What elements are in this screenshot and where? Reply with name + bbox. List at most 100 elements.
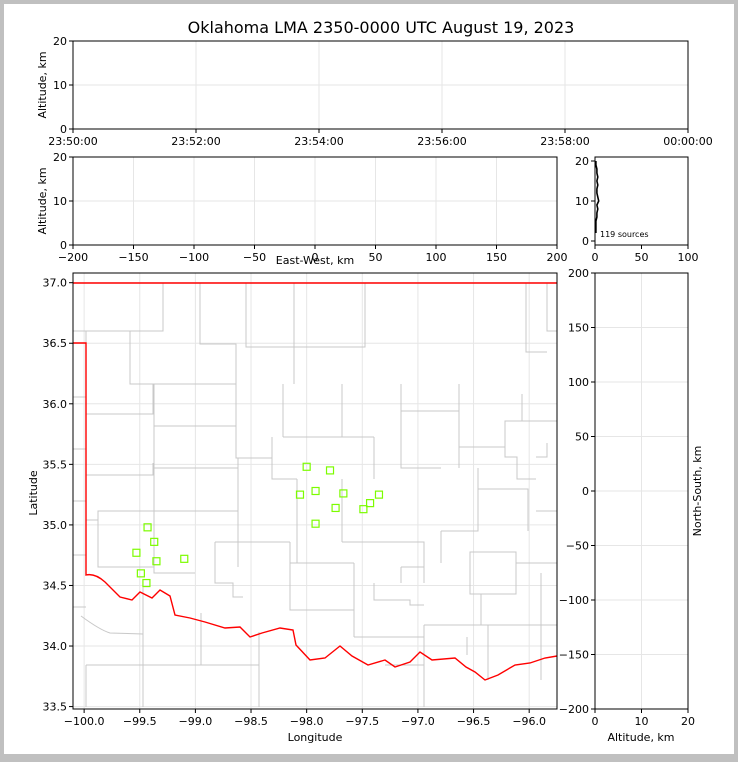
plan-view-panel: −100.0 −99.5 −99.0 −98.5 −98.0 −97.5 −97.0 −96.… <box>27 272 558 744</box>
east-west-x-tick-label: 50 <box>369 251 383 264</box>
longitude-tick-label: −97.5 <box>345 715 379 728</box>
latitude-tick-label: 35.5 <box>43 458 68 471</box>
lightning-source-marker <box>142 578 151 588</box>
time-axis-tick-label: 00:00:00 <box>663 135 712 148</box>
time-axis-tick-label: 23:54:00 <box>294 135 343 148</box>
east-west-x-tick-label: 100 <box>426 251 447 264</box>
latitude-tick-label: 36.0 <box>43 398 68 411</box>
east-west-y-tick-label: 0 <box>60 239 67 252</box>
state-border <box>73 282 558 681</box>
histogram-x-tick-label: 0 <box>592 251 599 264</box>
plan-view-xlabel: Longitude <box>288 731 343 744</box>
east-west-altitude-x-ticks: −200 −150 −100 −50 0 50 100 150 200 <box>58 245 568 264</box>
lightning-source-marker <box>152 557 161 566</box>
east-west-altitude-y-ticks: 0 10 20 <box>53 151 73 252</box>
east-west-x-tick-label: −200 <box>58 251 88 264</box>
time-altitude-ylabel: Altitude, km <box>36 51 49 118</box>
east-west-x-tick-label: −100 <box>179 251 209 264</box>
north-south-y-tick-label: −200 <box>559 703 589 716</box>
time-axis-tick-label: 23:52:00 <box>171 135 220 148</box>
east-west-ylabel: Altitude, km <box>36 167 49 234</box>
north-south-y-tick-label: 200 <box>568 267 589 280</box>
source-count-label: 119 sources <box>600 230 649 239</box>
histogram-series <box>595 161 600 233</box>
latitude-tick-label: 33.5 <box>43 701 68 714</box>
plan-view-x-ticks: −100.0 −99.5 −99.0 −98.5 −98.0 −97.5 −97.0 −96.… <box>64 709 546 728</box>
lightning-source-marker <box>311 486 320 496</box>
time-axis-tick-label: 23:56:00 <box>417 135 466 148</box>
time-altitude-y-tick-label: 20 <box>53 35 67 48</box>
longitude-tick-label: −98.5 <box>234 715 268 728</box>
lightning-source-marker <box>136 569 145 578</box>
latitude-tick-label: 37.0 <box>43 277 68 290</box>
histogram-x-tick-label: 100 <box>678 251 699 264</box>
lightning-source-marker <box>325 466 335 475</box>
north-south-y-tick-label: 150 <box>568 322 589 335</box>
north-south-y-tick-label: −150 <box>559 649 589 662</box>
longitude-tick-label: −96.5 <box>457 715 491 728</box>
east-west-xlabel: East-West, km <box>276 254 354 267</box>
east-west-x-tick-label: −150 <box>118 251 148 264</box>
lightning-source-marker <box>143 523 152 532</box>
time-altitude-x-ticks: 23:50:00 23:52:00 23:54:00 23:56:00 23:58:00… <box>48 129 713 148</box>
east-west-x-tick-label: 150 <box>486 251 507 264</box>
latitude-tick-label: 34.5 <box>43 579 68 592</box>
longitude-tick-label: −99.5 <box>123 715 157 728</box>
lightning-source-marker <box>295 490 305 499</box>
histogram-y-tick-label: 20 <box>575 155 589 168</box>
east-west-x-tick-label: 200 <box>547 251 568 264</box>
lightning-source-marker <box>132 548 141 557</box>
lightning-source-marker <box>331 503 340 513</box>
north-south-y-tick-label: −100 <box>559 594 589 607</box>
time-altitude-panel: 23:50:00 23:52:00 23:54:00 23:56:00 23:58:00… <box>36 35 713 148</box>
north-south-x-tick-label: 20 <box>681 715 695 728</box>
county-lines <box>73 283 557 707</box>
altitude-histogram-panel: 0 50 100 0 10 20 119 sources <box>575 155 699 264</box>
east-west-x-tick-label: −50 <box>243 251 266 264</box>
longitude-tick-label: −99.0 <box>179 715 213 728</box>
lightning-source-marker <box>339 489 348 498</box>
north-south-x-tick-label: 0 <box>592 715 599 728</box>
altitude-histogram-x-ticks: 0 50 100 <box>592 245 699 264</box>
east-west-altitude-panel: −200 −150 −100 −50 0 50 100 150 200 0 10 20 East-W… <box>36 151 568 267</box>
longitude-tick-label: −100.0 <box>64 715 105 728</box>
altitude-histogram-y-ticks: 0 10 20 <box>575 155 595 248</box>
plan-view-axes-frame <box>72 272 558 710</box>
time-altitude-y-ticks: 0 10 20 <box>53 35 73 136</box>
north-south-x-tick-label: 10 <box>635 715 649 728</box>
lightning-source-marker <box>359 505 368 514</box>
plan-view-y-ticks: 33.5 34.0 34.5 35.0 35.5 36.0 36.5 37.0 <box>43 277 73 714</box>
north-south-ylabel: North-South, km <box>691 446 704 537</box>
lightning-source-marker <box>180 554 189 563</box>
longitude-tick-label: −98.0 <box>290 715 324 728</box>
longitude-tick-label: −96.0 <box>512 715 546 728</box>
histogram-y-tick-label: 0 <box>582 235 589 248</box>
histogram-x-tick-label: 50 <box>635 251 649 264</box>
east-west-y-tick-label: 20 <box>53 151 67 164</box>
lightning-source-marker <box>311 519 320 528</box>
time-altitude-y-tick-label: 10 <box>53 79 67 92</box>
latitude-tick-label: 36.5 <box>43 337 68 350</box>
latitude-tick-label: 35.0 <box>43 519 68 532</box>
north-south-y-tick-label: 100 <box>568 376 589 389</box>
lightning-source-marker <box>374 490 384 499</box>
latitude-tick-label: 34.0 <box>43 640 68 653</box>
east-west-y-tick-label: 10 <box>53 195 67 208</box>
figure-background <box>4 4 734 754</box>
plan-view-ylabel: Latitude <box>27 470 40 516</box>
north-south-altitude-panel: 0 10 20 −200 −150 −100 −50 0 50 100 150 200 Altitu… <box>559 267 704 744</box>
time-altitude-y-tick-label: 0 <box>60 123 67 136</box>
time-axis-tick-label: 23:58:00 <box>540 135 589 148</box>
histogram-y-tick-label: 10 <box>575 195 589 208</box>
time-axis-tick-label: 23:50:00 <box>48 135 97 148</box>
north-south-y-tick-label: 50 <box>575 431 589 444</box>
figure-title: Oklahoma LMA 2350-0000 UTC August 19, 20… <box>188 18 575 37</box>
east-west-x-tick-label: 0 <box>312 251 319 264</box>
longitude-tick-label: −97.0 <box>401 715 435 728</box>
plan-view-sources <box>132 462 384 588</box>
north-south-altitude-y-ticks: −200 −150 −100 −50 0 50 100 150 200 <box>559 267 595 716</box>
lightning-source-marker <box>150 537 159 546</box>
north-south-y-tick-label: 0 <box>582 485 589 498</box>
altitude-histogram-line <box>595 161 600 233</box>
